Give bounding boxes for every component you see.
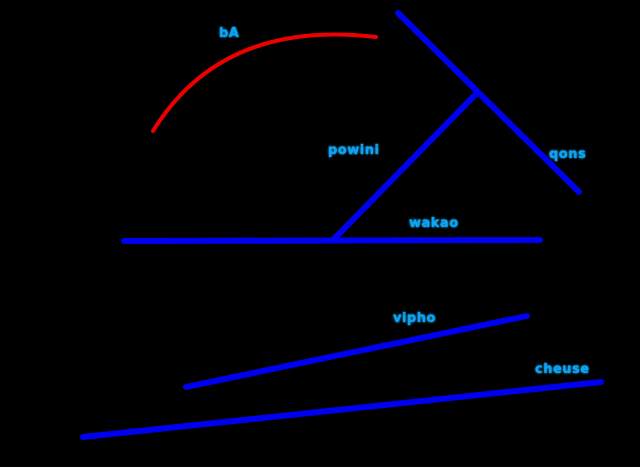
right-diagonal-label: qons xyxy=(549,147,587,162)
horizontal-line-label: wakao xyxy=(409,216,459,231)
middle-lower-line xyxy=(183,313,530,390)
bottom-line xyxy=(80,379,604,440)
horizontal-line xyxy=(121,237,543,244)
bottom-line-label: cheuse xyxy=(535,362,590,377)
branch-diagonal-line xyxy=(331,91,479,242)
right-long-diagonal-line xyxy=(395,10,582,195)
arc-label: bA xyxy=(219,26,240,41)
branch-line-label: powini xyxy=(328,143,380,158)
middle-lower-line-label: vipho xyxy=(393,311,436,326)
red-arc xyxy=(151,32,378,133)
